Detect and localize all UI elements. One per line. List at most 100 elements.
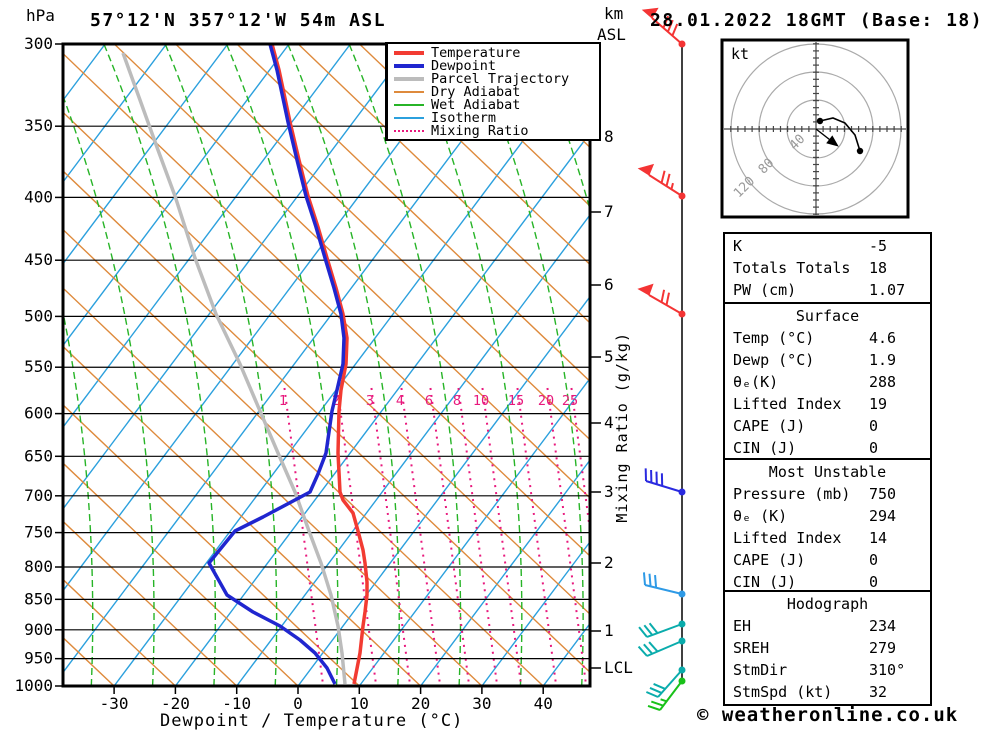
table-row: Pressure (mb) 750 [725, 483, 930, 505]
legend-line-sample [394, 90, 424, 93]
table-title: Most Unstable [768, 463, 887, 481]
table-row: CIN (J) 0 [725, 571, 930, 593]
legend-item-mixing-ratio: Mixing Ratio [394, 122, 599, 139]
legend-item-label: Isotherm [431, 109, 497, 126]
table-row-label: StmDir [733, 661, 788, 679]
legend-item-dewpoint: Dewpoint [394, 57, 599, 74]
pressure-tick-label: 750 [24, 523, 53, 542]
table-row-value: 4.6 [869, 329, 897, 347]
table-row-value: 18 [869, 259, 888, 277]
legend-item-parcel-trajectory: Parcel Trajectory [394, 70, 599, 87]
station-title: 57°12'N 357°12'W 54m ASL [90, 10, 387, 31]
temperature-tick-label: 40 [534, 694, 553, 713]
table-row: CAPE (J) 0 [725, 415, 930, 437]
km-tick-labels: 8 7 6 5 4 3 2 1 LCL [590, 127, 633, 677]
pressure-tick-label: 500 [24, 306, 53, 325]
table-row: SREH 279 [725, 637, 930, 659]
mixing-ratio-axis-title: Mixing Ratio (g/kg) [613, 332, 631, 523]
table-row-label: θₑ(K) [733, 373, 779, 391]
table-row-value: 1.9 [869, 351, 897, 369]
table-row: K -5 [725, 235, 930, 257]
km-tick-label: 5 [604, 347, 614, 366]
temperature-tick-label: 0 [293, 694, 303, 713]
pressure-tick-labels: 300 350 400 450 500 550 600 650 700 750 800 850 900 9… [14, 34, 63, 695]
isotherm-lines [63, 44, 590, 686]
legend-line-sample [394, 129, 424, 132]
table-row: StmDir 310° [725, 659, 930, 681]
legend: Temperature Dewpoint Parcel Trajectory Dry … [385, 42, 601, 141]
table-row-value: 294 [869, 507, 897, 525]
mixing-ratio-value-label: 15 [508, 393, 524, 409]
table-row-label: Dewp (°C) [733, 351, 815, 369]
table-row-value: 750 [869, 485, 897, 503]
table-row: CAPE (J) 0 [725, 549, 930, 571]
table-row-label: CAPE (J) [733, 417, 806, 435]
datetime-title: 28.01.2022 18GMT (Base: 18) [650, 10, 984, 31]
x-axis-title: Dewpoint / Temperature (°C) [160, 711, 464, 731]
wind-barb [647, 677, 686, 711]
legend-line-sample [394, 63, 424, 68]
temperature-tick-label: 20 [411, 694, 430, 713]
table-row-label: StmSpd (kt) [733, 683, 833, 701]
plot-border [61, 42, 592, 688]
table-row: CIN (J) 0 [725, 437, 930, 459]
mixing-ratio-value-label: 4 [396, 393, 404, 409]
pressure-tick-label: 300 [24, 34, 53, 53]
table-row: θₑ (K) 294 [725, 505, 930, 527]
table-row-value: 1.07 [869, 281, 906, 299]
pressure-tick-label: 350 [24, 116, 53, 135]
hodograph-table: Hodograph EH 234 SREH 279 StmDir 310° StmSpd (k… [723, 590, 932, 706]
table-row-label: θₑ (K) [733, 507, 788, 525]
table-row-value: 279 [869, 639, 897, 657]
mixing-ratio-value-label: 6 [425, 393, 433, 409]
pressure-tick-label: 800 [24, 557, 53, 576]
parcel-trajectory-curve [121, 52, 347, 685]
table-row-label: K [733, 237, 743, 255]
temperature-tick-label: 10 [350, 694, 369, 713]
legend-line-sample [394, 116, 424, 119]
temperature-tick-label: -20 [161, 694, 190, 713]
table-row: θₑ(K) 288 [725, 371, 930, 393]
table-row: Lifted Index 14 [725, 527, 930, 549]
legend-item-label: Wet Adiabat [431, 96, 521, 113]
legend-item-wet-adiabat: Wet Adiabat [394, 96, 599, 113]
km-tick-label: 2 [604, 553, 614, 572]
pressure-tick-label: 700 [24, 486, 53, 505]
legend-item-isotherm: Isotherm [394, 109, 599, 126]
legend-line-sample [394, 103, 424, 106]
dewpoint-curve [207, 44, 346, 685]
wind-barb [638, 620, 686, 638]
hodograph-trace-dot [816, 117, 824, 125]
temperature-tick-labels: -30 -20 -10 0 10 20 30 40 [100, 686, 553, 713]
table-row-label: CAPE (J) [733, 551, 806, 569]
pressure-tick-label: 650 [24, 446, 53, 465]
mixing-ratio-value-label: 1 [279, 393, 287, 409]
legend-line-sample [394, 76, 424, 81]
table-row-value: 234 [869, 617, 897, 635]
table-row-label: EH [733, 617, 752, 635]
table-row-label: Temp (°C) [733, 329, 815, 347]
km-tick-label: 1 [604, 621, 614, 640]
table-row-label: Lifted Index [733, 395, 842, 413]
legend-item-label: Dewpoint [431, 57, 497, 74]
temperature-tick-label: -10 [222, 694, 251, 713]
table-row-label: PW (cm) [733, 281, 797, 299]
hodograph-trace-dot [856, 147, 864, 155]
legend-item-temperature: Temperature [394, 44, 599, 61]
table-title: Surface [795, 307, 860, 325]
asl-axis-unit: ASL [597, 25, 626, 44]
indices-table: K -5 Totals Totals 18 PW (cm) 1.07 [723, 232, 932, 304]
legend-item-label: Temperature [431, 44, 521, 61]
pressure-tick-label: 400 [24, 187, 53, 206]
mixing-ratio-value-label: 3 [366, 393, 374, 409]
mixing-ratio-value-label: 25 [562, 393, 578, 409]
table-row-value: 0 [869, 439, 879, 457]
table-row: PW (cm) 1.07 [725, 279, 930, 301]
legend-item-label: Parcel Trajectory [431, 70, 570, 87]
table-row-value: 19 [869, 395, 888, 413]
legend-item-label: Mixing Ratio [431, 122, 529, 139]
table-row-value: -5 [869, 237, 888, 255]
wind-barb [641, 7, 686, 48]
